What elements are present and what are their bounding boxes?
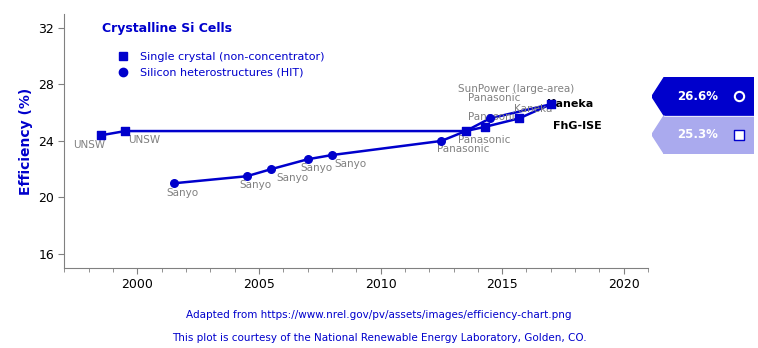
Bar xyxy=(664,78,754,116)
Text: Sanyo: Sanyo xyxy=(167,188,199,198)
Point xyxy=(168,181,180,186)
Point xyxy=(545,102,557,107)
Text: 26.6%: 26.6% xyxy=(678,90,719,103)
Point xyxy=(733,94,745,99)
Text: Sanyo: Sanyo xyxy=(334,159,367,168)
Text: Sanyo: Sanyo xyxy=(300,163,333,173)
Point xyxy=(459,128,471,134)
Text: Panasonic: Panasonic xyxy=(459,135,511,144)
Polygon shape xyxy=(652,116,664,154)
Point xyxy=(95,133,107,138)
Point xyxy=(265,166,277,172)
Point xyxy=(459,128,471,134)
Point xyxy=(435,138,447,144)
Text: FhG-ISE: FhG-ISE xyxy=(553,121,602,131)
Text: Sanyo: Sanyo xyxy=(240,181,271,190)
Text: Sanyo: Sanyo xyxy=(276,173,309,183)
Bar xyxy=(664,116,754,154)
Point xyxy=(545,102,557,107)
Point xyxy=(241,173,253,179)
Point xyxy=(302,157,314,162)
Point xyxy=(479,124,491,129)
Point xyxy=(733,132,745,137)
Legend: Single crystal (non-concentrator), Silicon heterostructures (HIT): Single crystal (non-concentrator), Silic… xyxy=(108,47,329,82)
Y-axis label: Efficiency (%): Efficiency (%) xyxy=(19,87,33,195)
Text: Panasonic: Panasonic xyxy=(468,93,521,103)
Text: Kaneka: Kaneka xyxy=(547,98,594,109)
Text: SunPower (large-area): SunPower (large-area) xyxy=(459,84,575,94)
Bar xyxy=(664,116,754,154)
Text: This plot is courtesy of the National Renewable Energy Laboratory, Golden, CO.: This plot is courtesy of the National Re… xyxy=(172,333,586,342)
Text: UNSW: UNSW xyxy=(127,135,160,145)
Point xyxy=(484,116,496,121)
Text: Crystalline Si Cells: Crystalline Si Cells xyxy=(102,22,233,34)
Bar xyxy=(664,116,754,154)
Text: UNSW: UNSW xyxy=(73,140,105,150)
Polygon shape xyxy=(652,78,664,116)
Point xyxy=(119,128,131,134)
Point xyxy=(513,116,525,121)
Bar xyxy=(664,78,754,154)
Text: Adapted from https://www.nrel.gov/pv/assets/images/efficiency-chart.png: Adapted from https://www.nrel.gov/pv/ass… xyxy=(186,310,572,320)
Text: Panasonic: Panasonic xyxy=(437,144,489,155)
Point xyxy=(326,152,338,158)
Text: 25.3%: 25.3% xyxy=(678,128,719,141)
Text: Kaneka: Kaneka xyxy=(515,104,553,114)
Text: Panasonic: Panasonic xyxy=(468,112,521,122)
